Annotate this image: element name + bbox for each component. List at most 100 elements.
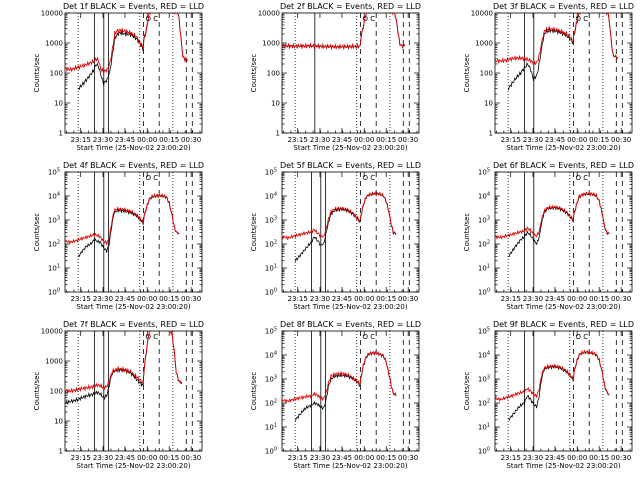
x-tick-label: 00:15: [376, 136, 396, 144]
x-tick-label: 00:00: [354, 295, 374, 303]
y-tick-label: 105: [265, 327, 277, 336]
y-tick-label: 101: [265, 264, 277, 273]
y-tick-label: 102: [265, 399, 277, 408]
series-lld-line: [65, 192, 180, 247]
x-tick-label: 00:00: [137, 136, 157, 144]
panel-det-2: Det 2f BLACK = Events, RED = LLD 1 10 100 10…: [250, 2, 421, 152]
y-tick-label: 1: [276, 130, 280, 138]
panel-title: Det 3f BLACK = Events, RED = LLD: [493, 2, 634, 11]
x-axis-label: Start Time (25-Nov-02 23:00:20): [506, 144, 620, 152]
y-axis-label: Counts/sec: [250, 54, 258, 93]
series-events-line: [65, 331, 183, 406]
series-events-line: [78, 193, 180, 258]
series-events-line: [295, 191, 397, 262]
series-lld-line: [282, 191, 397, 241]
x-tick-label: 23:15: [288, 454, 308, 462]
y-tick-label: 10000: [41, 10, 63, 18]
panel-det-1: Det 1f BLACK = Events, RED = LLD 1 10 100 10…: [33, 2, 204, 152]
x-tick-label: 00:00: [567, 295, 587, 303]
x-tick-label: 00:30: [611, 136, 631, 144]
x-tick-label: 00:15: [376, 295, 396, 303]
x-tick-label: 23:15: [501, 136, 521, 144]
x-tick-label: 23:30: [523, 454, 543, 462]
series-lld-line: [495, 13, 619, 67]
y-tick-label: 10: [54, 100, 63, 108]
series-lld-line: [65, 331, 183, 395]
y-tick-label: 101: [265, 423, 277, 432]
x-tick-label: 23:15: [288, 136, 308, 144]
x-tick-label: 23:45: [332, 295, 352, 303]
y-tick-label: 100: [48, 288, 60, 297]
marker-label-c: C: [583, 174, 588, 182]
panel-title: Det 2f BLACK = Events, RED = LLD: [280, 2, 421, 11]
marker-label-c: C: [153, 174, 158, 182]
y-tick-label: 100: [478, 288, 490, 297]
y-tick-label: 10: [271, 100, 280, 108]
x-tick-label: 00:15: [159, 136, 179, 144]
marker-label-o: O: [575, 333, 581, 341]
marker-label-o: O: [575, 174, 581, 182]
series-events-line: [508, 191, 610, 257]
x-tick-label: 23:30: [310, 454, 330, 462]
panel-title: Det 1f BLACK = Events, RED = LLD: [63, 2, 204, 11]
x-tick-label: 00:00: [354, 454, 374, 462]
x-axis-label: Start Time (25-Nov-02 23:00:20): [293, 144, 407, 152]
y-tick-label: 105: [478, 168, 490, 177]
x-tick-label: 00:00: [354, 136, 374, 144]
marker-label-c: C: [370, 15, 375, 23]
plot-frame: [281, 330, 420, 452]
marker-label-o: O: [575, 15, 581, 23]
x-tick-label: 23:45: [545, 454, 565, 462]
series-lld-line: [65, 13, 188, 75]
x-axis-label: Start Time (25-Nov-02 23:00:20): [76, 303, 190, 311]
y-tick-label: 101: [478, 264, 490, 273]
x-tick-label: 00:30: [611, 295, 631, 303]
y-axis-label: Counts/sec: [33, 54, 41, 93]
series-events-line: [508, 13, 619, 91]
panel-det-6: Det 6f BLACK = Events, RED = LLD 100 101 10…: [463, 161, 634, 311]
marker-label-c: C: [583, 333, 588, 341]
panel-title: Det 6f BLACK = Events, RED = LLD: [493, 161, 634, 170]
x-tick-label: 23:45: [332, 454, 352, 462]
y-tick-label: 101: [478, 423, 490, 432]
x-tick-label: 23:15: [501, 454, 521, 462]
y-tick-label: 10: [54, 418, 63, 426]
panel-det-4: Det 4f BLACK = Events, RED = LLD 100 101 10…: [33, 161, 204, 311]
y-axis-label: Counts/sec: [463, 54, 471, 93]
y-axis-label: Counts/sec: [33, 372, 41, 411]
x-tick-label: 23:30: [93, 454, 113, 462]
y-tick-label: 105: [48, 168, 60, 177]
marker-label-o: O: [362, 15, 368, 23]
x-tick-label: 23:15: [71, 136, 91, 144]
y-tick-label: 1000: [45, 40, 63, 48]
y-tick-label: 1: [59, 130, 63, 138]
x-tick-label: 23:15: [71, 454, 91, 462]
y-tick-label: 104: [265, 192, 277, 201]
x-axis-label: Start Time (25-Nov-02 23:00:20): [506, 303, 620, 311]
x-tick-label: 23:30: [310, 136, 330, 144]
y-tick-label: 100: [265, 288, 277, 297]
panel-det-5: Det 5f BLACK = Events, RED = LLD 100 101 10…: [250, 161, 421, 311]
x-tick-label: 00:30: [611, 454, 631, 462]
x-tick-label: 00:15: [376, 454, 396, 462]
y-tick-label: 103: [265, 216, 277, 225]
y-tick-label: 101: [48, 264, 60, 273]
plot-frame: [494, 171, 633, 293]
y-tick-label: 100: [267, 70, 280, 78]
x-tick-label: 00:15: [589, 454, 609, 462]
x-tick-label: 23:45: [115, 454, 135, 462]
x-axis-label: Start Time (25-Nov-02 23:00:20): [76, 462, 190, 470]
x-tick-label: 00:30: [398, 454, 418, 462]
x-tick-label: 23:45: [115, 136, 135, 144]
y-tick-label: 104: [478, 192, 490, 201]
x-tick-label: 23:30: [523, 136, 543, 144]
y-tick-label: 103: [478, 216, 490, 225]
y-tick-label: 100: [50, 388, 63, 396]
x-tick-label: 00:15: [589, 136, 609, 144]
plot-frame: [64, 12, 203, 134]
x-tick-label: 00:30: [398, 295, 418, 303]
x-tick-label: 00:00: [567, 136, 587, 144]
y-tick-label: 10000: [41, 328, 63, 336]
x-tick-label: 23:30: [93, 136, 113, 144]
x-axis-label: Start Time (25-Nov-02 23:00:20): [76, 144, 190, 152]
